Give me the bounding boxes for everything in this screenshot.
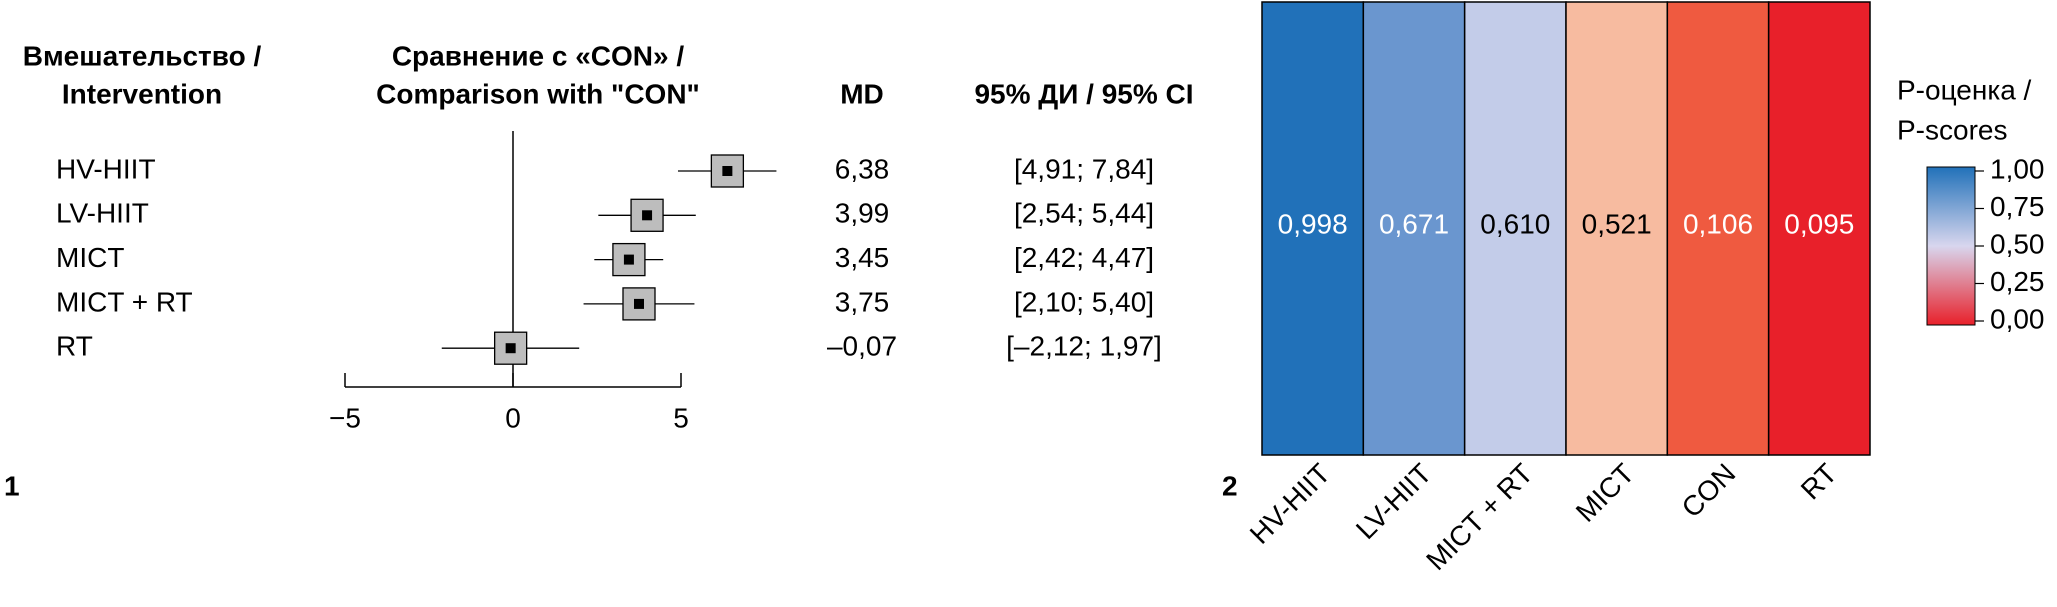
point-estimate	[505, 343, 516, 354]
cell-label: 0,610	[1480, 208, 1550, 239]
heat-cell	[1261, 1, 1365, 456]
heat-cell	[1565, 1, 1669, 456]
x-tick-label: 0	[505, 402, 521, 433]
x-tick-label: LV-HIIT	[1350, 458, 1438, 546]
x-tick-label: CON	[1676, 458, 1742, 524]
md-value: 3,45	[835, 242, 890, 273]
colorbar-label: 0,25	[1990, 266, 2045, 297]
md-value: 6,38	[835, 153, 890, 184]
x-tick-label: HV-HIIT	[1244, 458, 1336, 550]
cell-label: 0,095	[1784, 208, 1854, 239]
panel-label: 2	[1222, 470, 1238, 501]
point-estimate	[623, 254, 634, 265]
ci-value: [2,42; 4,47]	[1014, 242, 1154, 273]
heat-cell	[1767, 1, 1871, 456]
row-label: LV-HIIT	[56, 198, 149, 229]
x-tick-label: −5	[329, 402, 361, 433]
x-tick-label: MICT + RT	[1420, 458, 1539, 577]
cell-label: 0,998	[1278, 208, 1348, 239]
ci-value: [–2,12; 1,97]	[1006, 331, 1162, 362]
cell-label: 0,521	[1582, 208, 1652, 239]
legend-title: P-оценка /	[1897, 74, 2032, 105]
x-tick-label: 5	[673, 402, 689, 433]
colorbar-label: 0,75	[1990, 191, 2045, 222]
header: Сравнение с «CON» /	[392, 40, 685, 71]
header: 95% ДИ / 95% CI	[974, 78, 1193, 109]
ci-value: [2,10; 5,40]	[1014, 286, 1154, 317]
md-value: –0,07	[827, 331, 897, 362]
heat-cell	[1362, 1, 1466, 456]
header: Intervention	[62, 78, 222, 109]
ci-value: [4,91; 7,84]	[1014, 153, 1154, 184]
x-tick-label: MICT	[1570, 458, 1640, 528]
colorbar-label: 0,00	[1990, 303, 2045, 334]
md-value: 3,99	[835, 198, 890, 229]
heat-cell	[1463, 1, 1567, 456]
point-estimate	[722, 166, 733, 176]
header: Comparison with "CON"	[376, 78, 700, 109]
row-label: MICT	[56, 242, 124, 273]
cell-label: 0,671	[1379, 208, 1449, 239]
panel-label: 1	[4, 470, 20, 501]
header: Вмешательство /	[23, 40, 262, 71]
weight-box	[710, 154, 745, 188]
x-tick-label: RT	[1795, 458, 1843, 506]
cell-label: 0,106	[1683, 208, 1753, 239]
row-label: HV-HIIT	[56, 153, 156, 184]
point-estimate	[634, 298, 644, 309]
heat-cell	[1666, 1, 1770, 456]
colorbar-label: 1,00	[1990, 153, 2045, 184]
ci-value: [2,54; 5,44]	[1014, 198, 1154, 229]
colorbar-label: 0,50	[1990, 228, 2045, 259]
header: MD	[840, 78, 884, 109]
md-value: 3,75	[835, 286, 890, 317]
row-label: MICT + RT	[56, 286, 193, 317]
legend-title: P-scores	[1897, 114, 2007, 145]
colorbar	[1926, 166, 1976, 326]
point-estimate	[642, 210, 653, 221]
row-label: RT	[56, 331, 93, 362]
